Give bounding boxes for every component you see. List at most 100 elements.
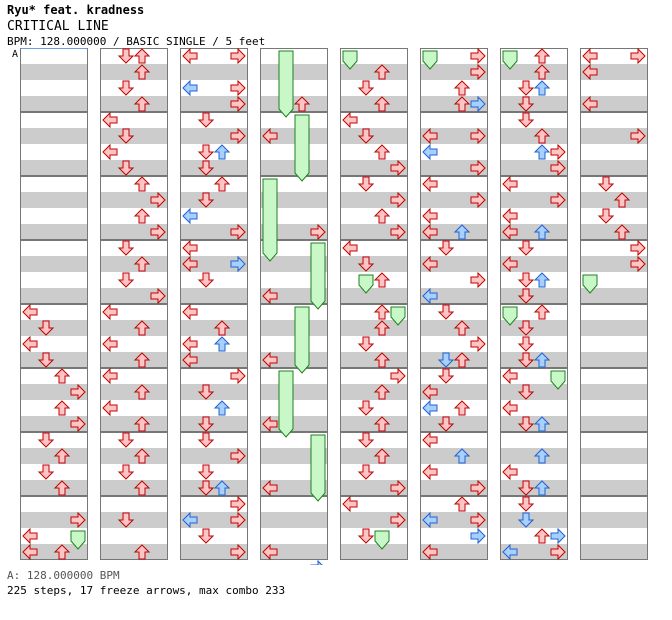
down-arrow-icon xyxy=(197,528,215,544)
down-arrow-icon xyxy=(197,480,215,496)
measure-box xyxy=(260,112,328,176)
down-arrow-icon xyxy=(437,240,455,256)
right-arrow-icon xyxy=(70,415,86,433)
measure-box xyxy=(180,432,248,496)
right-arrow-icon xyxy=(390,479,406,497)
measure-box xyxy=(580,176,648,240)
left-arrow-icon xyxy=(422,223,438,241)
up-arrow-icon xyxy=(373,416,391,432)
left-arrow-icon xyxy=(182,47,198,65)
measure-box xyxy=(420,112,488,176)
left-arrow-icon xyxy=(582,63,598,81)
freeze-arrow xyxy=(294,306,310,374)
left-arrow-icon xyxy=(182,239,198,257)
freeze-arrow xyxy=(390,306,406,326)
freeze-arrow xyxy=(310,434,326,502)
left-arrow-icon xyxy=(262,415,278,433)
measure-box xyxy=(580,304,648,368)
left-arrow-icon xyxy=(102,399,118,417)
up-arrow-icon xyxy=(613,224,631,240)
left-arrow-icon xyxy=(502,223,518,241)
measure-box xyxy=(580,496,648,560)
left-arrow-icon xyxy=(342,495,358,513)
right-arrow-icon xyxy=(470,127,486,145)
up-arrow-icon xyxy=(133,176,151,192)
right-arrow-icon xyxy=(470,479,486,497)
left-arrow-icon xyxy=(182,335,198,353)
freeze-arrow xyxy=(502,50,518,70)
down-arrow-icon xyxy=(357,128,375,144)
up-arrow-icon xyxy=(533,224,551,240)
measure-box xyxy=(420,304,488,368)
right-arrow-icon xyxy=(390,191,406,209)
right-arrow-icon xyxy=(230,47,246,65)
up-arrow-icon xyxy=(213,320,231,336)
left-arrow-icon xyxy=(102,367,118,385)
right-arrow-icon xyxy=(310,559,326,565)
left-arrow-icon xyxy=(182,511,198,529)
down-arrow-icon xyxy=(197,160,215,176)
up-arrow-icon xyxy=(373,304,391,320)
right-arrow-icon xyxy=(230,495,246,513)
left-arrow-icon xyxy=(502,367,518,385)
down-arrow-icon xyxy=(117,432,135,448)
up-arrow-icon xyxy=(533,80,551,96)
up-arrow-icon xyxy=(373,320,391,336)
right-arrow-icon xyxy=(230,223,246,241)
measure-box xyxy=(340,240,408,304)
left-arrow-icon xyxy=(422,511,438,529)
up-arrow-icon xyxy=(213,480,231,496)
down-arrow-icon xyxy=(517,352,535,368)
up-arrow-icon xyxy=(133,448,151,464)
freeze-arrow xyxy=(502,306,518,326)
measure-box xyxy=(500,240,568,304)
right-arrow-icon xyxy=(70,511,86,529)
up-arrow-icon xyxy=(533,416,551,432)
right-arrow-icon xyxy=(390,223,406,241)
measure-box xyxy=(20,240,88,304)
left-arrow-icon xyxy=(502,175,518,193)
measure-box xyxy=(180,368,248,432)
left-arrow-icon xyxy=(422,175,438,193)
left-arrow-icon xyxy=(102,111,118,129)
right-arrow-icon xyxy=(470,511,486,529)
down-arrow-icon xyxy=(117,464,135,480)
up-arrow-icon xyxy=(133,480,151,496)
right-arrow-icon xyxy=(230,543,246,561)
up-arrow-icon xyxy=(53,368,71,384)
step-chart: A xyxy=(12,47,648,565)
right-arrow-icon xyxy=(550,543,566,561)
measure-box xyxy=(100,432,168,496)
right-arrow-icon xyxy=(230,127,246,145)
down-arrow-icon xyxy=(357,336,375,352)
right-arrow-icon xyxy=(230,367,246,385)
left-arrow-icon xyxy=(502,255,518,273)
up-arrow-icon xyxy=(533,304,551,320)
left-arrow-icon xyxy=(422,399,438,417)
up-arrow-icon xyxy=(213,400,231,416)
up-arrow-icon xyxy=(453,320,471,336)
measure-box xyxy=(340,304,408,368)
left-arrow-icon xyxy=(22,543,38,561)
measure-box xyxy=(20,112,88,176)
right-arrow-icon xyxy=(150,287,166,305)
down-arrow-icon xyxy=(197,192,215,208)
up-arrow-icon xyxy=(533,272,551,288)
left-arrow-icon xyxy=(422,127,438,145)
up-arrow-icon xyxy=(53,448,71,464)
measure-box xyxy=(180,112,248,176)
measure-box xyxy=(260,48,328,112)
freeze-arrow xyxy=(262,178,278,262)
up-arrow-icon xyxy=(533,128,551,144)
up-arrow-icon xyxy=(133,96,151,112)
measure-box xyxy=(500,48,568,112)
down-arrow-icon xyxy=(197,144,215,160)
up-arrow-icon xyxy=(53,400,71,416)
measure-box xyxy=(420,240,488,304)
right-arrow-icon xyxy=(150,223,166,241)
left-arrow-icon xyxy=(22,303,38,321)
measure-box xyxy=(580,112,648,176)
right-arrow-icon xyxy=(390,511,406,529)
left-arrow-icon xyxy=(102,335,118,353)
right-arrow-icon xyxy=(550,143,566,161)
